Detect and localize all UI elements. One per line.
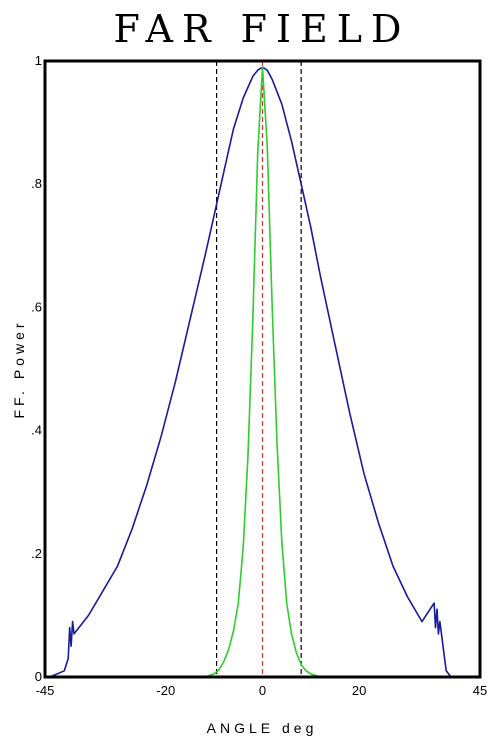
y-axis-label: FF. Power [11,319,27,418]
x-tick-label: 20 [352,683,366,698]
x-tick-label: 45 [473,683,487,698]
plot-frame [43,59,482,679]
y-tick-labels: 0 .2 .4 .6 .8 1 [31,53,42,684]
x-tick-label: 0 [259,683,266,698]
y-tick-label: 0 [35,669,42,684]
y-tick-label: .4 [31,423,42,438]
x-tick-labels: -45 -20 0 20 45 [36,683,488,698]
y-tick-label: .2 [31,546,42,561]
y-tick-label: 1 [35,53,42,68]
x-tick-label: -20 [156,683,175,698]
x-tick-label: -45 [36,683,55,698]
y-tick-label: .6 [31,299,42,314]
y-tick-label: .8 [31,176,42,191]
series-line-1 [185,66,350,678]
plot-area [49,61,452,678]
x-axis-label: ANGLE deg [207,720,318,736]
chart-title: FAR FIELD [113,7,410,51]
